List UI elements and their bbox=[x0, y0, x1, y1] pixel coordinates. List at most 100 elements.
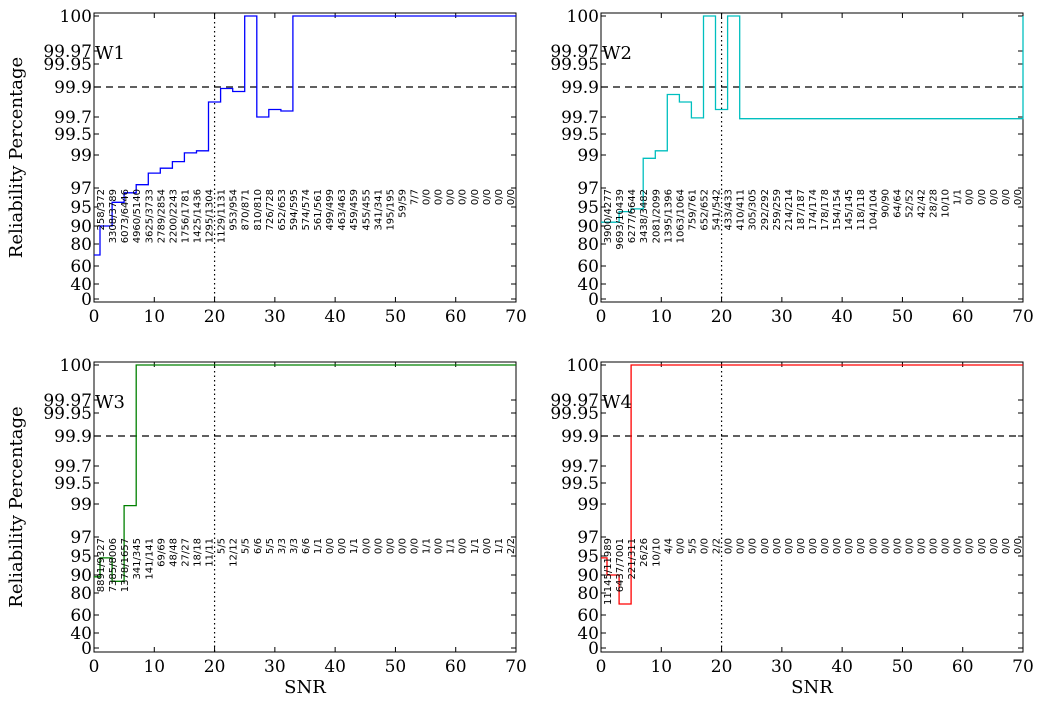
count-annotation: 0/0 bbox=[989, 538, 1000, 554]
count-annotation: 0/0 bbox=[977, 538, 988, 554]
count-annotation: 3308/3789 bbox=[108, 189, 119, 243]
y-tick-label: 99.7 bbox=[54, 457, 92, 477]
y-tick-label: 95 bbox=[577, 198, 599, 218]
count-annotation: 0/0 bbox=[736, 538, 747, 554]
count-annotation: 7/7 bbox=[410, 189, 421, 205]
count-annotation: 1295/1304 bbox=[205, 189, 216, 243]
count-annotation: 0/0 bbox=[989, 189, 1000, 205]
count-annotation: 459/459 bbox=[349, 189, 360, 231]
y-tick-label: 40 bbox=[577, 275, 599, 295]
count-annotation: 0/0 bbox=[410, 538, 421, 554]
count-annotation: 410/411 bbox=[736, 189, 747, 231]
panel-label: W3 bbox=[95, 392, 125, 413]
count-annotation: 0/0 bbox=[965, 189, 976, 205]
axes-frame bbox=[93, 12, 517, 303]
y-tick-label: 60 bbox=[70, 257, 92, 277]
y-tick-label: 0 bbox=[81, 639, 92, 659]
axes-frame bbox=[93, 361, 517, 653]
y-tick-label: 97 bbox=[70, 528, 92, 548]
x-tick-label: 60 bbox=[952, 307, 974, 327]
count-annotation: 341/341 bbox=[373, 189, 384, 231]
axes-frame bbox=[600, 361, 1024, 653]
x-tick-label: 0 bbox=[89, 307, 100, 327]
count-annotation: 574/574 bbox=[301, 189, 312, 231]
count-annotation: 0/0 bbox=[832, 538, 843, 554]
count-annotation: 1/1 bbox=[313, 538, 324, 554]
x-tick-label: 60 bbox=[445, 307, 467, 327]
y-tick-label: 97 bbox=[577, 179, 599, 199]
axes-frame bbox=[600, 12, 1024, 303]
count-annotation: 0/0 bbox=[482, 538, 493, 554]
panel-w1: 0 10 20 30 40 50 60 7004060809095979999.599.799… bbox=[6, 7, 527, 327]
count-annotation: 3900/4277 bbox=[603, 189, 614, 243]
count-annotation: 0/0 bbox=[482, 189, 493, 205]
panel-w2: 0 10 20 30 40 50 60 7004060809095979999.599.799… bbox=[550, 7, 1033, 327]
x-tick-label: 0 bbox=[596, 657, 607, 677]
count-annotation: 726/728 bbox=[265, 189, 276, 231]
y-tick-label: 99.9 bbox=[561, 78, 599, 98]
count-annotation: 0/0 bbox=[977, 189, 988, 205]
count-annotation: 0/0 bbox=[784, 538, 795, 554]
count-annotation: 0/0 bbox=[880, 538, 891, 554]
panel-label: W4 bbox=[602, 392, 632, 413]
count-annotation: 3/3 bbox=[289, 538, 300, 554]
count-annotation: 499/499 bbox=[325, 189, 336, 231]
count-annotation: 652/652 bbox=[700, 189, 711, 231]
count-annotation: 341/345 bbox=[132, 538, 143, 580]
count-annotation: 0/0 bbox=[434, 538, 445, 554]
y-tick-label: 40 bbox=[70, 624, 92, 644]
count-annotation: 652/653 bbox=[277, 189, 288, 231]
x-tick-label: 0 bbox=[596, 307, 607, 327]
count-annotation: 0/0 bbox=[446, 189, 457, 205]
y-tick-label: 80 bbox=[577, 235, 599, 255]
count-annotation: 221/311 bbox=[627, 538, 638, 580]
y-tick-label: 99.5 bbox=[54, 474, 92, 494]
x-tick-label: 20 bbox=[204, 307, 226, 327]
x-tick-label: 10 bbox=[143, 657, 165, 677]
panel-label: W1 bbox=[95, 43, 125, 64]
count-annotation: 0/0 bbox=[494, 189, 505, 205]
count-annotation: 52/52 bbox=[905, 189, 916, 218]
count-annotation: 28/28 bbox=[929, 189, 940, 218]
count-annotation: 0/0 bbox=[1001, 189, 1012, 205]
count-annotation: 4960/5140 bbox=[132, 189, 143, 243]
count-annotation: 1756/1781 bbox=[180, 189, 191, 243]
x-tick-label: 40 bbox=[324, 657, 346, 677]
count-annotation: 0/0 bbox=[1001, 538, 1012, 554]
x-tick-label: 10 bbox=[650, 657, 672, 677]
y-tick-label: 40 bbox=[577, 624, 599, 644]
y-tick-label: 99.97 bbox=[550, 391, 599, 411]
panel-w3: 0 10 20 30 40 50 60 7004060809095979999.599.799… bbox=[6, 356, 527, 698]
y-tick-label: 100 bbox=[60, 356, 92, 376]
count-annotation: 0/0 bbox=[917, 538, 928, 554]
count-annotation: 2789/2854 bbox=[156, 189, 167, 243]
x-tick-label: 70 bbox=[505, 307, 527, 327]
count-annotation: 0/0 bbox=[470, 189, 481, 205]
y-tick-label: 90 bbox=[577, 566, 599, 586]
count-annotation: 10/10 bbox=[941, 189, 952, 218]
count-annotation: 10/10 bbox=[651, 538, 662, 567]
count-annotation: 1/1 bbox=[494, 538, 505, 554]
count-annotation: 0/0 bbox=[337, 538, 348, 554]
count-annotation: 0/0 bbox=[385, 538, 396, 554]
count-annotation: 870/871 bbox=[241, 189, 252, 231]
count-annotation: 64/64 bbox=[892, 189, 903, 218]
count-annotation: 0/0 bbox=[941, 538, 952, 554]
count-annotation: 594/595 bbox=[289, 189, 300, 231]
count-annotation: 5/5 bbox=[241, 538, 252, 554]
y-tick-label: 90 bbox=[70, 566, 92, 586]
y-tick-label: 80 bbox=[70, 235, 92, 255]
x-axis-label: SNR bbox=[284, 677, 326, 698]
count-annotation: 214/214 bbox=[784, 189, 795, 231]
x-tick-label: 10 bbox=[650, 307, 672, 327]
count-annotation: 0/0 bbox=[760, 538, 771, 554]
count-annotation: 141/141 bbox=[144, 538, 155, 580]
y-tick-label: 90 bbox=[577, 217, 599, 237]
count-annotation: 1/1 bbox=[953, 189, 964, 205]
count-annotation: 5/5 bbox=[265, 538, 276, 554]
count-annotation: 1/1 bbox=[446, 538, 457, 554]
count-annotation: 0/0 bbox=[808, 538, 819, 554]
count-annotation: 0/0 bbox=[724, 538, 735, 554]
count-annotation: 42/42 bbox=[917, 189, 928, 218]
count-annotation: 187/187 bbox=[796, 189, 807, 231]
